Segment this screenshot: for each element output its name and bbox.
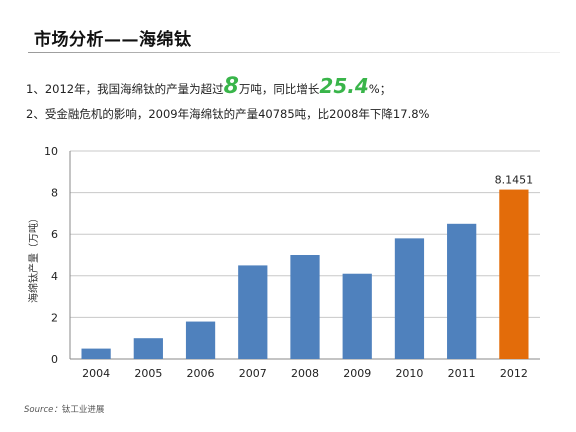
x-tick-label: 2012 (500, 367, 528, 380)
x-tick-label: 2011 (448, 367, 476, 380)
source-label: Source： (24, 405, 62, 415)
growth-highlight-value: 25.4 (319, 74, 369, 98)
chart-data-labels: 8.1451 (495, 174, 534, 187)
bar (133, 338, 163, 359)
chart-ticks: 0 2 4 6 8 10 2004 2005 2006 2007 2008 2009 2010 2011 2… (44, 145, 528, 380)
bar (342, 273, 372, 359)
x-tick-label: 2006 (187, 367, 215, 380)
y-tick-label: 6 (51, 228, 58, 241)
y-tick-label: 10 (44, 145, 58, 158)
y-tick-label: 0 (51, 353, 58, 366)
x-tick-label: 2008 (291, 367, 319, 380)
bullet-point-1: 1、2012年，我国海绵钛的产量为超过8万吨，同比增长25.4%； (26, 74, 391, 99)
x-tick-label: 2010 (395, 367, 423, 380)
source-name: 钛工业进展 (61, 405, 105, 415)
x-tick-label: 2005 (134, 367, 162, 380)
data-label: 8.1451 (495, 174, 534, 187)
bar (290, 255, 320, 359)
y-tick-label: 2 (51, 311, 58, 324)
x-tick-label: 2009 (343, 367, 371, 380)
y-axis-label: 海绵钛产量（万吨） (27, 213, 40, 303)
bar (447, 223, 477, 359)
y-tick-label: 4 (51, 270, 58, 283)
x-tick-label: 2004 (82, 367, 110, 380)
y-tick-label: 8 (51, 187, 58, 200)
title-divider (28, 52, 560, 53)
bullet-point-2: 2、受金融危机的影响，2009年海绵钛的产量40785吨，比2008年下降17.… (26, 107, 430, 121)
bar (185, 321, 216, 359)
bar (238, 265, 268, 359)
page-title: 市场分析——海绵钛 (34, 30, 192, 50)
source-note: Source：钛工业进展 (24, 403, 104, 415)
bullet-1-suffix: %； (368, 82, 392, 96)
output-highlight-value: 8 (223, 74, 239, 99)
bullet-1-mid: 万吨，同比增长 (238, 82, 320, 96)
bar (394, 238, 425, 359)
bar (499, 189, 529, 359)
bullet-1-prefix: 1、2012年，我国海绵钛的产量为超过 (26, 82, 224, 96)
x-tick-label: 2007 (239, 367, 267, 380)
bar (81, 348, 111, 359)
chart-bars (81, 189, 529, 359)
